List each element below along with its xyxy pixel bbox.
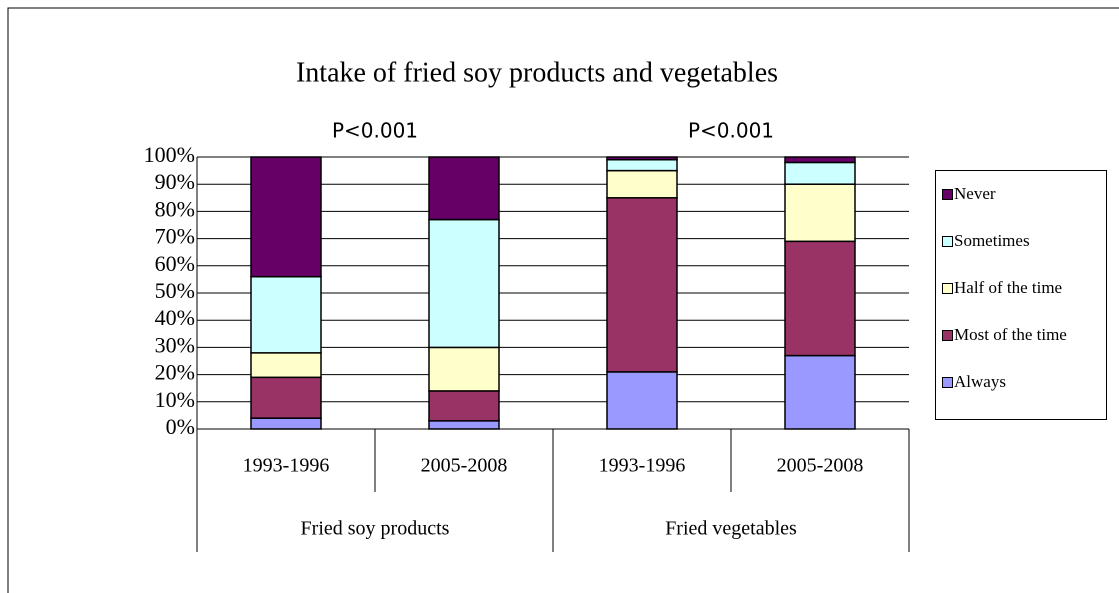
legend-item: Sometimes (942, 231, 1102, 250)
legend-label: Always (954, 372, 1006, 391)
y-tick-label: 60% (155, 251, 195, 276)
group-label: Fried soy products (301, 518, 450, 540)
group-label: Fried vegetables (665, 518, 797, 540)
bar-segment (428, 390, 500, 422)
y-tick-label: 80% (155, 196, 195, 221)
y-tick-label: 100% (144, 142, 195, 167)
legend-item: Always (942, 372, 1102, 391)
bar-segment (784, 240, 856, 357)
legend-label: Most of the time (954, 325, 1067, 344)
bar-segment (428, 156, 500, 221)
chart-border (7, 7, 1119, 593)
bar-segment (784, 156, 856, 164)
bar-segment (428, 346, 500, 392)
y-tick-label: 20% (155, 360, 195, 385)
bar-segment (784, 183, 856, 243)
legend-item: Never (942, 184, 1102, 203)
legend-swatch (942, 189, 953, 200)
x-tick-label: 2005-2008 (421, 455, 508, 477)
legend: Never Sometimes Half of the time Most of th… (935, 170, 1107, 420)
y-tick-label: 50% (155, 278, 195, 303)
x-tick-label: 2005-2008 (777, 455, 864, 477)
y-tick-label: 30% (155, 332, 195, 357)
bar-segment (250, 352, 322, 379)
bar-segment (250, 156, 322, 278)
y-tick-label: 90% (155, 169, 195, 194)
bar-segment (428, 420, 500, 430)
bar-segment (606, 371, 678, 430)
annotation: P<0.001 (332, 119, 418, 143)
legend-swatch (942, 283, 953, 294)
y-tick-label: 10% (155, 387, 195, 412)
legend-item: Half of the time (942, 278, 1102, 297)
bar-segment (250, 275, 322, 354)
bar-segment (250, 376, 322, 419)
bar-segment (250, 417, 322, 430)
bar-segment (784, 161, 856, 185)
legend-item: Most of the time (942, 325, 1102, 344)
bar-segment (606, 169, 678, 199)
y-tick-label: 70% (155, 224, 195, 249)
annotation: P<0.001 (688, 119, 774, 143)
bar-segment (428, 218, 500, 349)
legend-swatch (942, 377, 953, 388)
legend-swatch (942, 236, 953, 247)
y-tick-label: 40% (155, 305, 195, 330)
y-tick-label: 0% (166, 414, 195, 439)
bar-segment (784, 354, 856, 430)
x-tick-label: 1993-1996 (599, 455, 686, 477)
legend-swatch (942, 330, 953, 341)
legend-label: Sometimes (954, 231, 1030, 250)
bar-segment (606, 197, 678, 373)
legend-label: Half of the time (954, 278, 1063, 297)
x-tick-label: 1993-1996 (243, 455, 330, 477)
bar-segment (606, 158, 678, 172)
bar-segment (606, 156, 678, 161)
chart-title: Intake of fried soy products and vegetab… (296, 57, 778, 88)
legend-label: Never (954, 184, 996, 203)
